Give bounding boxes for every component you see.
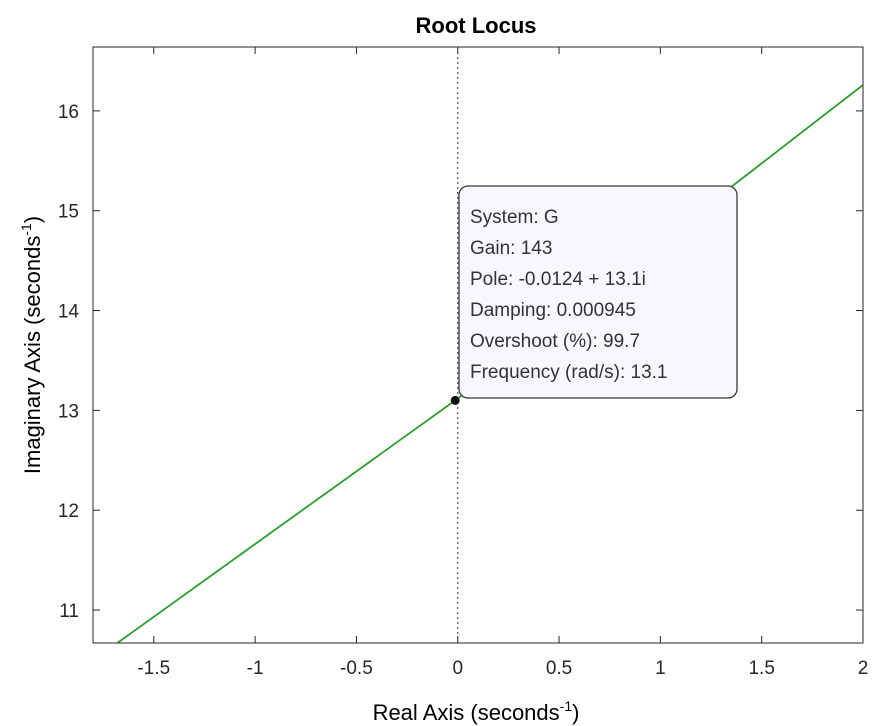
datatip-pole: Pole: -0.0124 + 13.1i bbox=[470, 269, 646, 290]
x-tick-label: 1.5 bbox=[748, 658, 774, 679]
y-tick-label: 16 bbox=[58, 102, 79, 123]
y-tick-label: 15 bbox=[58, 202, 79, 223]
selected-pole-marker[interactable] bbox=[450, 395, 460, 405]
x-tick-label: 0.5 bbox=[546, 658, 572, 679]
datatip-overshoot: Overshoot (%): 99.7 bbox=[470, 331, 640, 352]
datatip-frequency: Frequency (rad/s): 13.1 bbox=[470, 362, 667, 383]
x-tick-label: -0.5 bbox=[340, 658, 373, 679]
datatip-gain: Gain: 143 bbox=[470, 238, 552, 259]
x-tick-label: -1 bbox=[247, 658, 264, 679]
x-tick-label: -1.5 bbox=[137, 658, 170, 679]
y-tick-label: 12 bbox=[58, 501, 79, 522]
y-axis-ticks: 11 12 13 14 15 16 bbox=[58, 102, 863, 622]
datatip-damping: Damping: 0.000945 bbox=[470, 300, 636, 321]
x-tick-label: 2 bbox=[858, 658, 869, 679]
datatip[interactable]: System: G Gain: 143 Pole: -0.0124 + 13.1… bbox=[458, 185, 738, 399]
chart-title: Root Locus bbox=[416, 13, 537, 38]
x-axis-ticks: -1.5 -1 -0.5 0 0.5 1 1.5 2 bbox=[137, 47, 868, 679]
y-tick-label: 14 bbox=[58, 302, 80, 323]
y-tick-label: 13 bbox=[58, 401, 79, 422]
x-tick-label: 0 bbox=[452, 658, 463, 679]
y-axis-label: Imaginary Axis (seconds-1) bbox=[18, 216, 45, 474]
y-tick-label: 11 bbox=[59, 601, 79, 622]
datatip-box bbox=[458, 185, 738, 399]
datatip-system: System: G bbox=[470, 207, 559, 228]
axes-box bbox=[92, 46, 864, 644]
x-axis-label: Real Axis (seconds-1) bbox=[373, 698, 580, 725]
x-tick-label: 1 bbox=[655, 658, 666, 679]
